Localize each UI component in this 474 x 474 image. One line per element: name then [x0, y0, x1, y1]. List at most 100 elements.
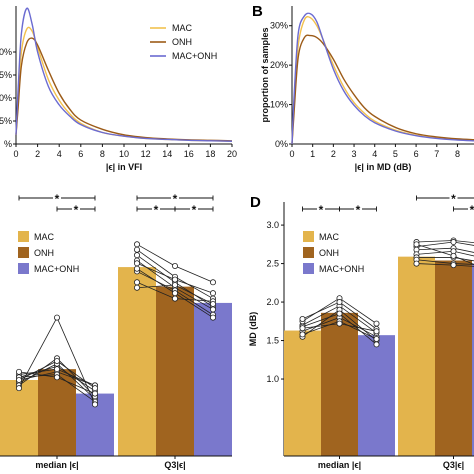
y-tick-label: 0%	[0, 93, 12, 103]
subject-point	[15, 376, 22, 383]
significance-star-bg	[317, 204, 325, 212]
legend-label-both: MAC+ONH	[34, 264, 79, 274]
panel-c-bar-chart: median |ϵ| Q3|ϵ| MAC ONH MAC+ONH * * * * *	[0, 192, 232, 470]
y-tick-label: 2.0	[266, 297, 279, 307]
x-tick-label: 16	[184, 149, 194, 159]
significance-star-bg	[152, 204, 160, 212]
y-tick-label: 3.0	[266, 220, 279, 230]
subject-point	[209, 314, 216, 321]
subject-point	[133, 246, 140, 253]
x-tick-label: 4	[57, 149, 62, 159]
x-category-label: median |ϵ|	[35, 460, 78, 470]
significance-star: *	[173, 192, 178, 206]
significance-star-bg	[354, 204, 362, 212]
panel-b-line-chart: B 0 1 2 3 4 5 6 7 8 0% 10% 20% 30% |ϵ| in MD (dB) prop…	[252, 3, 474, 172]
legend-swatch-mac	[18, 231, 29, 242]
series-line-mac-onh	[15, 7, 233, 142]
series-line-onh	[291, 34, 474, 145]
y-tick-label: 20%	[270, 60, 288, 70]
series-line-mac-onh	[291, 12, 474, 145]
subject-point	[171, 290, 178, 297]
y-axis-label: proportion of samples	[260, 27, 270, 122]
subject-point	[373, 328, 380, 335]
subject-point	[92, 390, 99, 397]
significance-star: *	[451, 192, 456, 206]
subject-point	[15, 385, 22, 392]
subject-point	[209, 279, 216, 286]
legend-swatch-mac	[303, 231, 314, 242]
subject-point	[171, 276, 178, 283]
x-axis-label: |ϵ| in MD (dB)	[355, 162, 412, 172]
subject-point	[413, 241, 420, 248]
bar-mac-onh	[472, 263, 474, 456]
y-tick-label: 2.5	[266, 259, 279, 269]
x-tick-label: 3	[352, 149, 357, 159]
legend-label-mac: MAC	[34, 232, 55, 242]
y-tick-label: %	[4, 139, 12, 149]
x-tick-label: 0	[289, 149, 294, 159]
x-tick-label: 10	[119, 149, 129, 159]
subject-point	[92, 401, 99, 408]
panel-b-label: B	[252, 3, 263, 20]
subject-point	[373, 341, 380, 348]
subject-point	[299, 315, 306, 322]
legend-label-both: MAC+ONH	[172, 51, 217, 61]
subject-point	[413, 260, 420, 267]
x-tick-label: 1	[310, 149, 315, 159]
subject-point	[133, 265, 140, 272]
y-axis-label: MD (dB)	[248, 312, 258, 347]
subject-point	[336, 320, 343, 327]
significance-star: *	[55, 192, 60, 206]
bar-mac	[0, 380, 38, 456]
y-tick-label: 30%	[270, 21, 288, 31]
x-tick-label: 2	[331, 149, 336, 159]
subject-point	[299, 325, 306, 332]
legend-swatch-onh	[303, 247, 314, 258]
legend-swatch-both	[18, 263, 29, 274]
x-category-label: Q3|ϵ|	[164, 460, 185, 470]
series-line-mac	[291, 16, 474, 145]
subject-point	[133, 241, 140, 248]
panel-d-label: D	[250, 194, 261, 211]
subject-point	[373, 336, 380, 343]
x-axis-label: |ϵ| in VFI	[106, 162, 142, 172]
subject-point	[299, 331, 306, 338]
x-category-label: median |ϵ|	[318, 460, 361, 470]
series-line-mac	[15, 26, 233, 142]
subject-point	[171, 281, 178, 288]
y-tick-label: 1.0	[266, 374, 279, 384]
legend-swatch-both	[303, 263, 314, 274]
subject-point	[15, 368, 22, 375]
x-tick-label: 20	[227, 149, 237, 159]
subject-point	[54, 366, 61, 373]
subject-point	[450, 239, 457, 246]
subject-point	[209, 300, 216, 307]
bar-mac-onh	[358, 335, 395, 456]
bar-mac	[118, 267, 156, 456]
significance-star: *	[154, 203, 159, 217]
legend-label-onh: ONH	[34, 248, 54, 258]
x-tick-label: 6	[78, 149, 83, 159]
subject-point	[133, 252, 140, 259]
x-tick-label: 8	[455, 149, 460, 159]
y-tick-label: 0%	[275, 139, 288, 149]
x-tick-label: 0	[13, 149, 18, 159]
subject-point	[336, 310, 343, 317]
significance-star-bg	[72, 204, 80, 212]
y-tick-label: 5%	[0, 116, 12, 126]
significance-star-bg	[468, 204, 474, 212]
subject-point	[209, 306, 216, 313]
subject-point	[133, 260, 140, 267]
x-tick-label: 14	[162, 149, 172, 159]
significance-star-bg	[171, 193, 179, 201]
subject-point	[209, 290, 216, 297]
bar-onh	[156, 286, 194, 456]
legend-label-onh: ONH	[172, 37, 192, 47]
significance-star-bg	[449, 193, 458, 201]
subject-point	[373, 320, 380, 327]
bar-mac-onh	[194, 302, 232, 456]
significance-star: *	[470, 203, 474, 217]
x-tick-label: 18	[205, 149, 215, 159]
subject-point	[54, 374, 61, 381]
panel-d-bar-chart: D 1.0 1.5 2.0 2.5 3.0 MD (dB) median |ϵ| Q3|ϵ| M…	[248, 192, 474, 470]
